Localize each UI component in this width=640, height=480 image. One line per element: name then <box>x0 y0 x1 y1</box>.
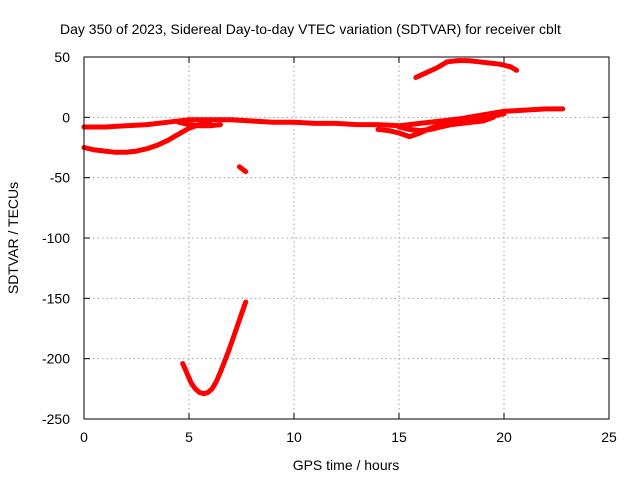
series-track-3 <box>180 299 249 397</box>
x-tick-label: 0 <box>80 429 88 445</box>
x-tick-label: 10 <box>286 429 302 445</box>
chart-title: Day 350 of 2023, Sidereal Day-to-day VTE… <box>60 21 561 37</box>
y-tick-label: -250 <box>42 411 70 427</box>
y-tick-label: 50 <box>54 49 70 65</box>
series-track-2 <box>81 120 213 155</box>
y-tick-label: -200 <box>42 351 70 367</box>
series-track-7 <box>396 114 496 134</box>
x-tick-label: 25 <box>601 429 617 445</box>
x-tick-label: 15 <box>391 429 407 445</box>
y-tick-label: -150 <box>42 290 70 306</box>
y-tick-label: -100 <box>42 230 70 246</box>
x-tick-label: 5 <box>185 429 193 445</box>
series-track-1 <box>81 106 566 130</box>
x-tick-label: 20 <box>496 429 512 445</box>
data-series <box>81 58 566 397</box>
series-track-5 <box>413 58 520 80</box>
ticks: 0 5 10 15 20 25 50 0 -50 -100 -150 -200 -250 <box>42 49 617 445</box>
y-axis-label: SDTVAR / TECUs <box>5 182 21 294</box>
series-track-8 <box>176 119 223 129</box>
y-tick-label: -50 <box>50 170 70 186</box>
y-tick-label: 0 <box>62 109 70 125</box>
grid <box>84 57 609 419</box>
x-axis-label: GPS time / hours <box>293 457 400 473</box>
series-track-4 <box>236 164 249 175</box>
